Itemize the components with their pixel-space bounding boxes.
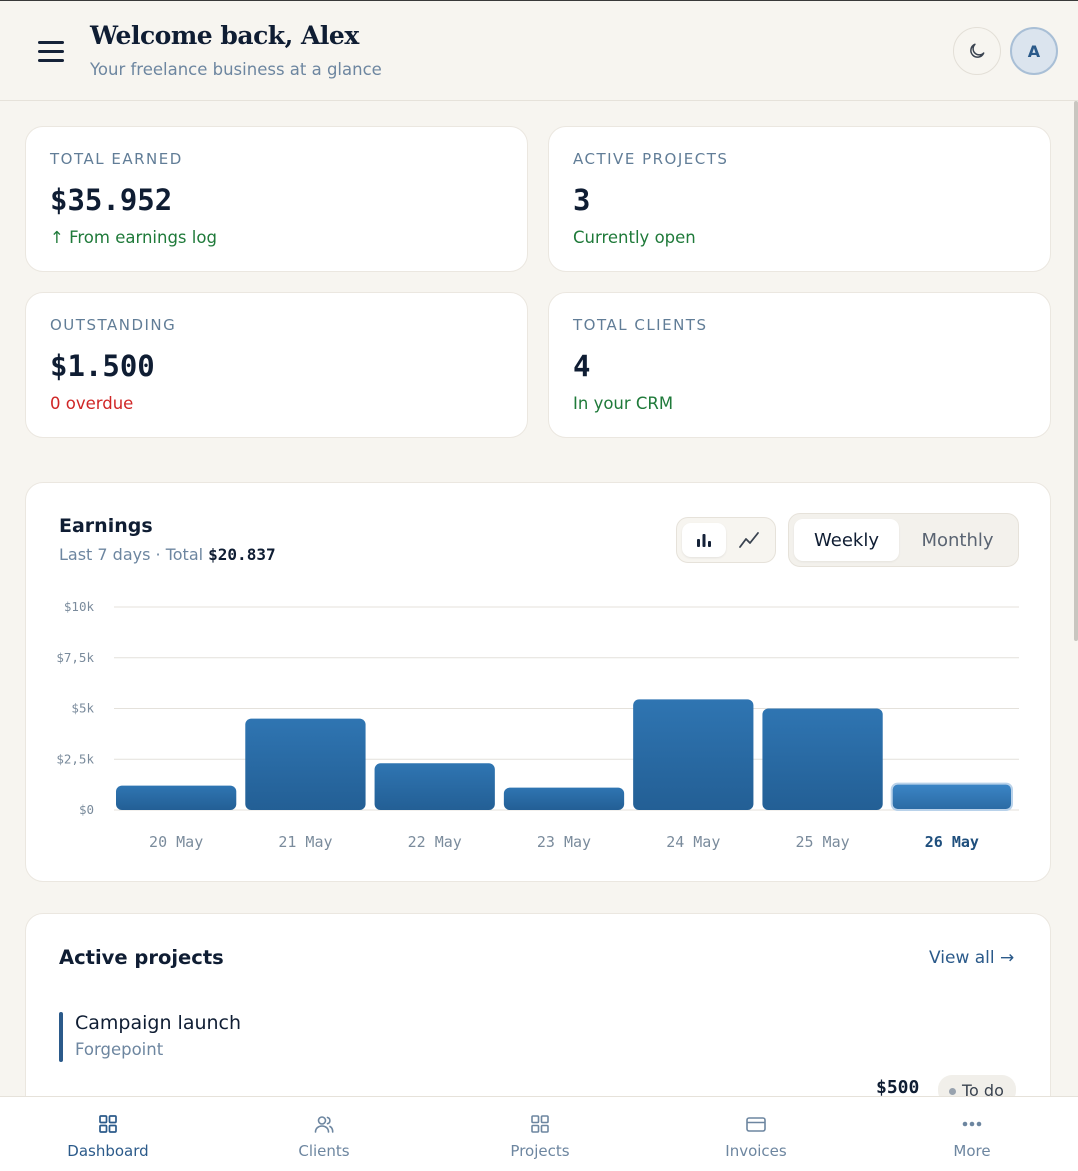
stat-note: In your CRM (573, 394, 674, 413)
x-tick-label: 23 May (537, 833, 591, 851)
bar-chart-icon (697, 534, 711, 547)
nav-label: Clients (298, 1142, 350, 1160)
bar-chart-button[interactable] (682, 523, 726, 557)
bar-26-may[interactable] (890, 782, 1014, 811)
project-client: Forgepoint (75, 1040, 164, 1059)
earnings-title: Earnings (59, 515, 153, 537)
stat-label: ACTIVE PROJECTS (573, 150, 729, 168)
theme-toggle-button[interactable] (953, 27, 1001, 75)
stat-value: 4 (573, 349, 591, 383)
period-toggle: Weekly Monthly (788, 513, 1019, 567)
stat-card-active-projects: ACTIVE PROJECTS 3 Currently open (548, 126, 1051, 272)
stat-label: TOTAL CLIENTS (573, 316, 708, 334)
project-name: Campaign launch (75, 1012, 242, 1034)
grid-icon (99, 1115, 117, 1133)
nav-label: Invoices (725, 1142, 787, 1160)
page-title: Welcome back, Alex (90, 21, 359, 50)
stat-value: 3 (573, 183, 591, 217)
project-item[interactable]: Campaign launch Forgepoint $500 To do (59, 1012, 1019, 1105)
view-all-link[interactable]: View all → (929, 948, 1015, 968)
stat-value: $1.500 (50, 349, 155, 383)
earnings-bar-chart: $0 $2,5k $5k $7,5k $10k 20 May 21 May 22 May 23 … (56, 599, 1019, 851)
chart-type-toggle (676, 517, 776, 563)
page-subtitle: Your freelance business at a glance (90, 60, 382, 79)
moon-icon (970, 43, 985, 58)
nav-label: More (953, 1142, 991, 1160)
stat-label: TOTAL EARNED (50, 150, 183, 168)
x-tick-label: 22 May (408, 833, 462, 851)
nav-label: Dashboard (67, 1142, 149, 1160)
y-tick-label: $10k (64, 599, 95, 614)
project-amount: $500 (876, 1077, 920, 1098)
nav-item-dashboard[interactable]: Dashboard (0, 1097, 216, 1171)
weekly-button[interactable]: Weekly (794, 519, 899, 561)
card-icon (746, 1117, 766, 1132)
bottom-nav: Dashboard Clients Projects Invoices More (0, 1096, 1078, 1171)
line-chart-icon (739, 532, 759, 548)
stat-value: $35.952 (50, 183, 173, 217)
stat-label: OUTSTANDING (50, 316, 177, 334)
stat-note: ↑ From earnings log (50, 228, 217, 247)
nav-item-more[interactable]: More (864, 1097, 1078, 1171)
projects-title: Active projects (59, 946, 224, 969)
earnings-subtitle: Last 7 days · Total $20.837 (59, 545, 276, 564)
bar-24-may[interactable] (633, 699, 754, 810)
grid-icon (531, 1115, 549, 1133)
stat-note: 0 overdue (50, 394, 134, 413)
nav-label: Projects (510, 1142, 570, 1160)
dots-icon (962, 1121, 982, 1127)
app-header: Welcome back, Alex Your freelance busine… (0, 1, 1078, 101)
x-tick-label: 25 May (795, 833, 849, 851)
x-tick-label: 24 May (666, 833, 720, 851)
scrollbar[interactable] (1074, 101, 1078, 641)
nav-item-clients[interactable]: Clients (216, 1097, 432, 1171)
earnings-total: $20.837 (208, 545, 276, 564)
stat-card-total-clients: TOTAL CLIENTS 4 In your CRM (548, 292, 1051, 438)
monthly-button[interactable]: Monthly (921, 529, 994, 551)
project-accent-bar (59, 1012, 63, 1062)
earnings-card: Earnings Last 7 days · Total $20.837 Wee… (25, 482, 1051, 882)
x-tick-label: 20 May (149, 833, 203, 851)
nav-item-invoices[interactable]: Invoices (648, 1097, 864, 1171)
stat-card-outstanding: OUTSTANDING $1.500 0 overdue (25, 292, 528, 438)
line-chart-button[interactable] (727, 523, 771, 557)
bar-20-may[interactable] (116, 785, 237, 810)
nav-item-projects[interactable]: Projects (432, 1097, 648, 1171)
x-tick-label: 21 May (278, 833, 332, 851)
y-tick-label: $5k (71, 701, 94, 716)
menu-icon[interactable] (38, 39, 64, 63)
bar-25-may[interactable] (762, 708, 883, 811)
bar-23-may[interactable] (503, 787, 625, 810)
y-tick-label: $2,5k (56, 751, 94, 766)
stat-note: Currently open (573, 228, 696, 247)
bar-22-may[interactable] (374, 763, 495, 810)
y-tick-label: $0 (79, 802, 94, 817)
users-icon (314, 1116, 334, 1133)
x-tick-label: 26 May (925, 833, 979, 851)
stat-card-total-earned: TOTAL EARNED $35.952 ↑ From earnings log (25, 126, 528, 272)
avatar[interactable]: A (1010, 27, 1058, 75)
earnings-subtitle-prefix: Last 7 days · Total (59, 545, 209, 564)
y-tick-label: $7,5k (56, 650, 94, 665)
bar-21-may[interactable] (245, 718, 366, 810)
